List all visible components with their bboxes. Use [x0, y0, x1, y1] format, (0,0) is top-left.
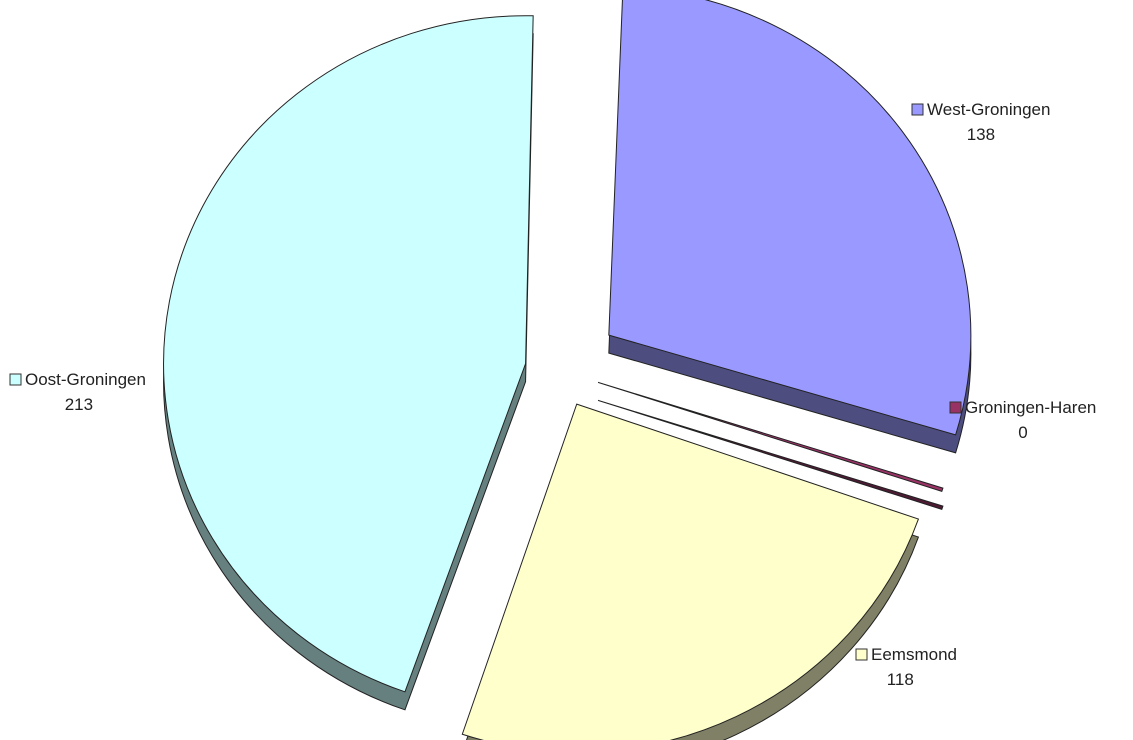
slice-value-label: 0 [1018, 423, 1027, 442]
legend-swatch [911, 103, 924, 116]
pie-slice-oost-groningen [163, 15, 534, 693]
slice-value-label: 118 [887, 670, 914, 689]
pie-slice-depth-groningen-haren [597, 399, 944, 510]
legend-swatch [9, 373, 22, 386]
slice-name-label: West-Groningen [927, 100, 1050, 119]
slice-label-west-groningen: West-Groningen 138 [911, 100, 1050, 144]
slice-label-groningen-haren: Groningen-Haren 0 [949, 398, 1096, 442]
pie-slice-layer [163, 0, 972, 740]
pie-slice-eemsmond [461, 403, 920, 740]
slice-name-label: Groningen-Haren [965, 398, 1096, 417]
pie-label-layer: West-Groningen 138 Groningen-Haren 0 Eemsmon… [9, 100, 1096, 689]
slice-name-label: Eemsmond [871, 645, 957, 664]
pie-slice-groningen-haren [597, 381, 944, 492]
slice-name-label: Oost-Groningen [25, 370, 146, 389]
legend-swatch [855, 648, 868, 661]
slice-value-label: 138 [967, 125, 995, 144]
slice-label-eemsmond: Eemsmond 118 [855, 645, 957, 689]
legend-swatch [949, 401, 962, 414]
slice-label-oost-groningen: Oost-Groningen 213 [9, 370, 146, 414]
slice-value-label: 213 [65, 395, 93, 414]
pie-slice-west-groningen [608, 0, 972, 436]
